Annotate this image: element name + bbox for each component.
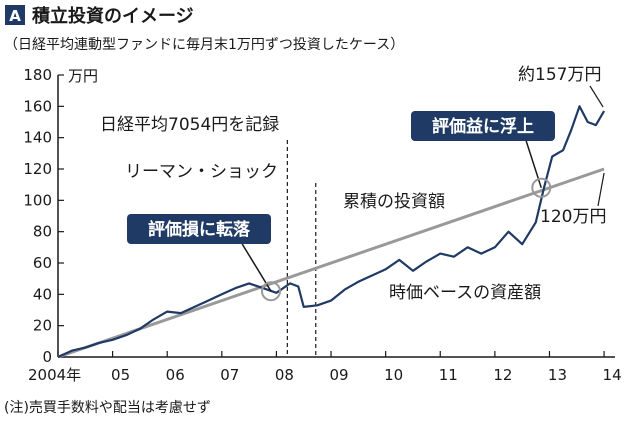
panel-letter-box — [5, 5, 25, 25]
axes: 0 20 40 60 80 100 120 140 160 180 2004年 05 06 07 08 09 1… — [23, 66, 621, 384]
series-label: 累積の投資額 — [343, 192, 445, 212]
x-tick-label: 09 — [329, 366, 348, 384]
series-line — [57, 167, 605, 359]
y-tick-label: 20 — [33, 317, 52, 335]
y-tick-label: 160 — [23, 97, 52, 115]
x-tick-label: 10 — [384, 366, 403, 384]
annotation-box — [411, 111, 555, 141]
panel-letter: A — [9, 7, 21, 25]
y-tick-label: 0 — [42, 348, 52, 366]
y-tick-label: 120 — [23, 160, 52, 178]
y-tick-label: 100 — [23, 191, 52, 209]
annotation-marker — [260, 281, 281, 302]
y-tick-label: 180 — [23, 66, 52, 84]
value-leader — [597, 172, 605, 207]
series-label: 時価ベースの資産額 — [389, 283, 541, 303]
footnote: (注)売買手数料や配当は考慮せず — [4, 400, 211, 416]
x-tick-label: 2004年 — [28, 366, 81, 384]
x-tick-label: 06 — [166, 366, 185, 384]
x-tick-label: 13 — [548, 366, 567, 384]
annotation-marker — [531, 177, 552, 198]
y-tick-label: 60 — [33, 254, 52, 272]
x-tick-label: 08 — [275, 366, 294, 384]
annotation-pointer — [525, 140, 542, 189]
chart-title: 積立投資のイメージ — [31, 5, 194, 27]
x-tick-label: 14 — [603, 366, 622, 384]
event-label: 日経平均7054円を記録 — [100, 115, 279, 135]
y-tick-label: 40 — [33, 285, 52, 303]
x-tick-label: 12 — [493, 366, 512, 384]
series-line — [57, 105, 606, 358]
annotation-label: 評価益に浮上 — [432, 116, 534, 137]
y-tick-label: 80 — [33, 223, 52, 241]
x-tick-label: 07 — [220, 366, 239, 384]
x-tick-label: 05 — [111, 366, 130, 384]
y-unit-label: 万円 — [68, 67, 98, 85]
value-leader — [589, 85, 604, 108]
annotation-box — [127, 214, 271, 244]
event-label: リーマン・ショック — [125, 162, 278, 182]
annotations-layer: 評価損に転落 評価益に浮上 約157万円 120万円 — [127, 65, 606, 302]
x-tick-label: 11 — [439, 366, 458, 384]
value-label: 120万円 — [540, 207, 606, 227]
chart-subtitle: （日経平均連動型ファンドに毎月末1万円ずつ投資したケース） — [4, 37, 404, 53]
y-tick-label: 140 — [23, 129, 52, 147]
annotation-label: 評価損に転落 — [148, 219, 251, 240]
value-label: 約157万円 — [518, 65, 601, 85]
